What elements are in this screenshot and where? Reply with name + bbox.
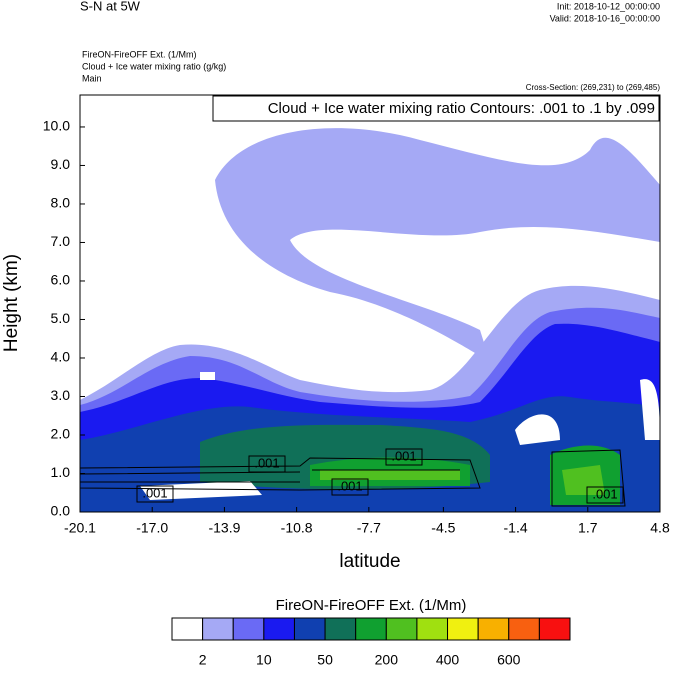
contour-label: .001 xyxy=(337,478,362,493)
colorbar-label: 400 xyxy=(436,652,460,668)
contour-label: .001 xyxy=(142,485,167,500)
contour-label-box xyxy=(331,478,369,496)
x-tick-label: -4.5 xyxy=(431,520,455,536)
colorbar-swatch xyxy=(385,617,418,641)
contour-label: .001 xyxy=(391,448,416,463)
y-axis-title: Height (km) xyxy=(1,254,22,352)
colorbar-swatch xyxy=(508,617,540,641)
plot-frame xyxy=(79,94,661,513)
y-tick-label: 3.0 xyxy=(51,387,71,403)
colorbar-label: 50 xyxy=(317,652,333,668)
colorbar-swatch xyxy=(293,617,326,641)
contour-info-box xyxy=(212,95,660,122)
y-tick-label: 10.0 xyxy=(43,118,70,134)
y-tick-label: 8.0 xyxy=(51,195,71,211)
y-tick-label: 6.0 xyxy=(51,272,71,288)
y-tick-label: 1.0 xyxy=(51,464,71,480)
y-tick-label: 7.0 xyxy=(51,233,71,249)
colorbar-swatch xyxy=(416,617,449,641)
colorbar-title: FireON-FireOFF Ext. (1/Mm) xyxy=(276,597,467,614)
contour-label-box xyxy=(586,486,624,504)
contour-info: Cloud + Ice water mixing ratio Contours:… xyxy=(268,100,655,117)
colorbar-label: 600 xyxy=(497,652,521,668)
plot-title: S-N at 5W xyxy=(80,0,141,13)
colorbar-swatch xyxy=(263,617,295,641)
x-tick-label: 4.8 xyxy=(650,520,670,536)
colorbar-swatch xyxy=(202,617,234,641)
colorbar-label: 10 xyxy=(256,652,272,668)
x-tick-label: -17.0 xyxy=(136,520,168,536)
y-tick-label: 2.0 xyxy=(51,426,71,442)
colorbar-label: 200 xyxy=(375,652,399,668)
x-tick-label: -10.8 xyxy=(281,520,313,536)
colorbar-swatch xyxy=(447,617,479,641)
colorbar-swatch xyxy=(355,617,387,641)
valid-time: Valid: 2018-10-16_00:00:00 xyxy=(550,13,660,23)
x-tick-label: -1.4 xyxy=(504,520,528,536)
contour-label-box xyxy=(248,455,286,473)
contour-label-box xyxy=(136,485,174,503)
x-tick-label: -7.7 xyxy=(357,520,381,536)
x-axis-title: latitude xyxy=(339,551,400,572)
field-label: Cloud + Ice water mixing ratio (g/kg) xyxy=(82,61,226,71)
y-tick-label: 5.0 xyxy=(51,310,71,326)
contour-field xyxy=(80,128,660,512)
colorbar-swatch xyxy=(171,617,204,641)
cross-section: Cross-Section: (269,231) to (269,485) xyxy=(526,83,661,92)
colorbar-swatch xyxy=(538,617,571,641)
x-tick-label: 1.7 xyxy=(578,520,598,536)
run-label: Main xyxy=(82,73,102,83)
y-tick-label: 0.0 xyxy=(51,503,71,519)
y-tick-label: 9.0 xyxy=(51,156,71,172)
init-time: Init: 2018-10-12_00:00:00 xyxy=(557,1,660,11)
field-label: FireON-FireOFF Ext. (1/Mm) xyxy=(82,49,197,59)
colorbar-swatch xyxy=(477,617,510,641)
contour-label: .001 xyxy=(592,486,617,501)
colorbar-label: 2 xyxy=(199,652,207,668)
contour-label-box xyxy=(385,448,423,466)
contour-label: .001 xyxy=(254,455,279,470)
y-tick-label: 4.0 xyxy=(51,349,71,365)
x-tick-label: -13.9 xyxy=(208,520,240,536)
colorbar-swatch xyxy=(232,617,265,641)
colorbar-swatch xyxy=(324,617,357,641)
x-tick-label: -20.1 xyxy=(64,520,96,536)
